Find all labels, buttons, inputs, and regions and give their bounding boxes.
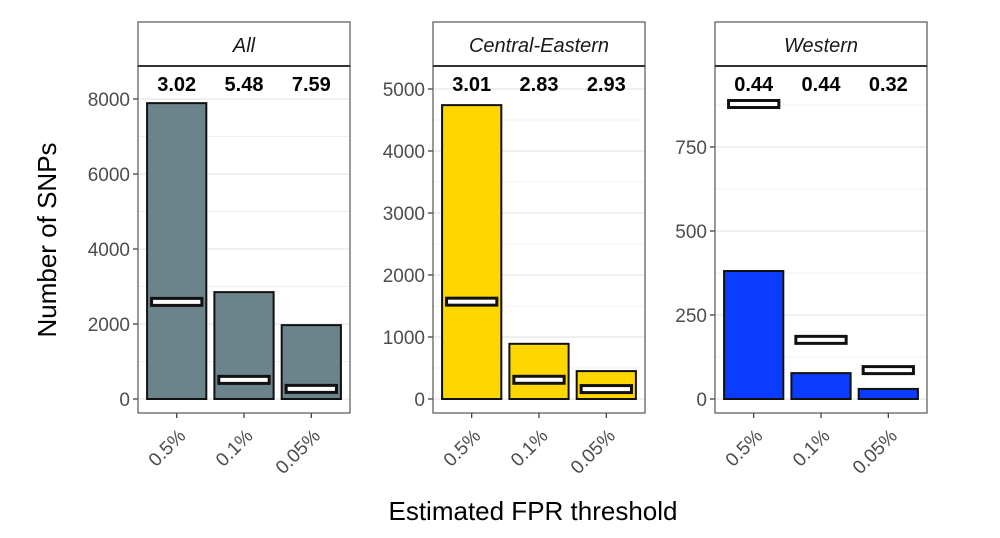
x-tick-label: 0.5% — [145, 426, 191, 472]
bar — [441, 104, 503, 401]
bar — [508, 342, 570, 401]
bar-annotation: 3.02 — [157, 74, 196, 96]
strip-label: All — [232, 35, 256, 57]
y-tick-label: 2000 — [88, 315, 130, 336]
y-tick-label: 8000 — [88, 90, 130, 111]
y-tick-label: 0 — [414, 390, 425, 411]
y-tick-label: 3000 — [383, 204, 425, 225]
expected-marker-center — [797, 337, 845, 342]
x-tick-label: 0.1% — [507, 426, 553, 472]
bar — [146, 102, 208, 400]
y-tick-label: 4000 — [88, 240, 130, 261]
bar-annotation: 2.83 — [520, 74, 559, 96]
strip-box — [714, 21, 928, 67]
x-tick-label: 0.5% — [440, 426, 486, 472]
bar-annotation: 5.48 — [225, 74, 264, 96]
expected-marker-center — [582, 387, 630, 392]
y-tick-label: 0 — [696, 390, 707, 411]
expected-marker-center — [287, 386, 335, 391]
bar — [790, 372, 852, 400]
x-tick-label: 0.1% — [212, 426, 258, 472]
bar-annotation: 0.44 — [734, 74, 774, 96]
bar — [857, 387, 919, 401]
expected-marker-center — [153, 299, 201, 304]
x-tick-label: 0.5% — [722, 426, 768, 472]
panel-all: 0 2000 4000 6000 8000 3.02 0.5% 5.48 0.1% 7.59 0.0… — [88, 21, 351, 479]
y-tick-label: 250 — [675, 306, 707, 327]
bar — [723, 269, 785, 401]
y-tick-label: 750 — [675, 138, 707, 159]
y-tick-label: 5000 — [383, 80, 425, 101]
panel-central-eastern: 0 1000 2000 3000 4000 5000 3.01 0.5% 2.83 0.1% 2.9… — [383, 21, 646, 479]
x-tick-label: 0.05% — [567, 426, 620, 479]
y-tick-label: 2000 — [383, 266, 425, 287]
y-tick-label: 500 — [675, 222, 707, 243]
x-tick-label: 0.05% — [272, 426, 325, 479]
strip-box — [137, 21, 351, 67]
y-tick-label: 6000 — [88, 165, 130, 186]
expected-marker-center — [515, 377, 563, 382]
expected-marker-center — [220, 377, 268, 382]
expected-marker-center — [864, 368, 912, 373]
bar-annotation: 0.32 — [869, 74, 908, 96]
y-tick-label: 4000 — [383, 142, 425, 163]
y-tick-label: 1000 — [383, 328, 425, 349]
strip-label: Central-Eastern — [469, 35, 609, 57]
strip-label: Western — [784, 35, 858, 57]
bar-annotation: 2.93 — [587, 74, 626, 96]
bar-annotation: 3.01 — [452, 74, 491, 96]
expected-marker-center — [730, 101, 778, 106]
bar-annotation: 7.59 — [292, 74, 331, 96]
bar-annotation: 0.44 — [802, 74, 842, 96]
panel-western: 0 250 500 750 0.44 0.5% 0.44 0.1% 0.32 0.05% Weste… — [675, 21, 928, 479]
panels-group: 0 2000 4000 6000 8000 3.02 0.5% 5.48 0.1% 7.59 0.0… — [88, 21, 928, 479]
x-tick-label: 0.05% — [849, 426, 902, 479]
expected-marker-center — [448, 299, 496, 304]
x-tick-label: 0.1% — [789, 426, 835, 472]
x-axis-title: Estimated FPR threshold — [388, 496, 677, 526]
y-tick-label: 0 — [119, 390, 130, 411]
y-axis-title: Number of SNPs — [32, 142, 62, 337]
